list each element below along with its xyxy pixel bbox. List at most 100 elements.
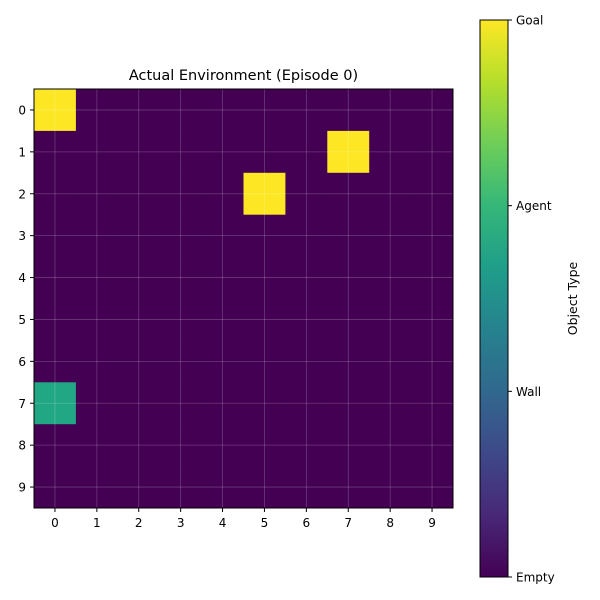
heatmap-cell-r3-c9	[411, 214, 454, 258]
heatmap-cell-r8-c0	[34, 424, 77, 467]
heatmap-cell-r1-c5	[243, 130, 286, 174]
heatmap-cell-r9-c9	[411, 466, 454, 509]
heatmap-cell-r6-c6	[285, 340, 328, 383]
x-tick-label-5: 5	[261, 516, 269, 530]
x-tick-label-7: 7	[344, 516, 352, 530]
heatmap-cell-r7-c5	[243, 382, 286, 425]
colorbar-ticks: Empty Wall Agent Goal	[508, 14, 555, 585]
heatmap-cell-r7-c4	[201, 382, 244, 425]
heatmap-cell-r1-c6	[285, 130, 328, 174]
y-tick-label-4: 4	[18, 271, 26, 285]
y-axis: 0 1 2 3 4 5 6 7 8 9	[18, 103, 34, 495]
heatmap-cell-r1-c3	[159, 130, 203, 174]
heatmap-cell-r4-c0	[34, 256, 77, 299]
heatmap-cell-r8-c9	[411, 424, 454, 467]
heatmap-cell-r4-c5	[243, 256, 286, 299]
heatmap-cell-r3-c8	[369, 214, 412, 258]
heatmap-cell-r9-c3	[159, 466, 203, 509]
colorbar-label: Object Type	[565, 261, 580, 335]
heatmap-cell-r4-c9	[411, 256, 454, 299]
heatmap-cell-r1-c0	[34, 130, 77, 174]
heatmap-cell-r1-c4	[201, 130, 244, 174]
heatmap-cell-r4-c1	[75, 256, 119, 299]
heatmap-cell-r4-c8	[369, 256, 412, 299]
chart-title: Actual Environment (Episode 0)	[129, 68, 358, 84]
heatmap-cell-r3-c4	[201, 214, 244, 258]
heatmap-cell-r6-c8	[369, 340, 412, 383]
heatmap-cell-r7-c0	[34, 382, 77, 425]
heatmap-cell-r6-c7	[327, 340, 370, 383]
heatmap-cell-r6-c2	[117, 340, 161, 383]
x-tick-label-1: 1	[93, 516, 101, 530]
heatmap-cell-r3-c5	[243, 214, 286, 258]
heatmap-cells	[34, 89, 454, 509]
x-tick-label-9: 9	[428, 516, 436, 530]
colorbar	[479, 19, 509, 578]
x-tick-label-6: 6	[303, 516, 311, 530]
heatmap-cell-r6-c5	[243, 340, 286, 383]
heatmap-cell-r2-c7	[327, 172, 370, 216]
y-tick-label-7: 7	[18, 397, 26, 411]
heatmap-cell-r8-c4	[201, 424, 244, 467]
x-tick-label-0: 0	[51, 516, 59, 530]
y-tick-label-3: 3	[18, 229, 26, 243]
heatmap-cell-r1-c9	[411, 130, 454, 174]
heatmap-cell-r6-c9	[411, 340, 454, 383]
x-tick-label-3: 3	[177, 516, 185, 530]
heatmap-cell-r3-c7	[327, 214, 370, 258]
heatmap-cell-r0-c1	[75, 89, 119, 132]
heatmap-cell-r4-c4	[201, 256, 244, 299]
heatmap-cell-r6-c3	[159, 340, 203, 383]
heatmap-cell-r6-c0	[34, 340, 77, 383]
heatmap-cell-r3-c2	[117, 214, 161, 258]
heatmap-cell-r4-c6	[285, 256, 328, 299]
heatmap-cell-r5-c0	[34, 298, 77, 341]
heatmap-cell-r9-c4	[201, 466, 244, 509]
heatmap-cell-r9-c7	[327, 466, 370, 509]
x-tick-label-8: 8	[386, 516, 394, 530]
heatmap-cell-r0-c9	[411, 89, 454, 132]
y-tick-label-6: 6	[18, 355, 26, 369]
heatmap-cell-r1-c1	[75, 130, 119, 174]
heatmap-cell-r2-c3	[159, 172, 203, 216]
colorbar-tick-label-wall: Wall	[516, 385, 541, 399]
heatmap-cell-r2-c4	[201, 172, 244, 216]
plot-frame	[33, 88, 454, 509]
heatmap-cell-r7-c6	[285, 382, 328, 425]
heatmap-cell-r8-c1	[75, 424, 119, 467]
heatmap-cell-r9-c0	[34, 466, 77, 509]
heatmap-cell-r4-c2	[117, 256, 161, 299]
x-axis: 0 1 2 3 4 5 6 7 8 9	[51, 508, 436, 530]
heatmap-cell-r5-c4	[201, 298, 244, 341]
y-tick-label-8: 8	[18, 439, 26, 453]
y-tick-label-5: 5	[18, 313, 26, 327]
heatmap-cell-r9-c1	[75, 466, 119, 509]
heatmap-cell-r0-c4	[201, 89, 244, 132]
heatmap-cell-r5-c6	[285, 298, 328, 341]
y-tick-label-1: 1	[18, 145, 26, 159]
heatmap-cell-r9-c2	[117, 466, 161, 509]
heatmap-cell-r6-c4	[201, 340, 244, 383]
heatmap-cell-r0-c8	[369, 89, 412, 132]
y-tick-label-9: 9	[18, 481, 26, 495]
heatmap-cell-r3-c1	[75, 214, 119, 258]
heatmap-cell-r2-c5	[243, 172, 286, 216]
heatmap-cell-r0-c7	[327, 89, 370, 132]
heatmap-cell-r9-c5	[243, 466, 286, 509]
heatmap-cell-r3-c0	[34, 214, 77, 258]
heatmap-cell-r0-c2	[117, 89, 161, 132]
x-tick-label-4: 4	[219, 516, 227, 530]
heatmap-cell-r6-c1	[75, 340, 119, 383]
heatmap-cell-r2-c9	[411, 172, 454, 216]
x-tick-label-2: 2	[135, 516, 143, 530]
colorbar-tick-label-empty: Empty	[516, 571, 555, 585]
heatmap-cell-r4-c7	[327, 256, 370, 299]
y-tick-label-0: 0	[18, 103, 26, 117]
heatmap-cell-r1-c8	[369, 130, 412, 174]
heatmap-cell-r0-c5	[243, 89, 286, 132]
heatmap-cell-r8-c7	[327, 424, 370, 467]
heatmap-cell-r5-c2	[117, 298, 161, 341]
heatmap-cell-r0-c3	[159, 89, 203, 132]
heatmap-cell-r7-c2	[117, 382, 161, 425]
heatmap-cell-r8-c3	[159, 424, 203, 467]
